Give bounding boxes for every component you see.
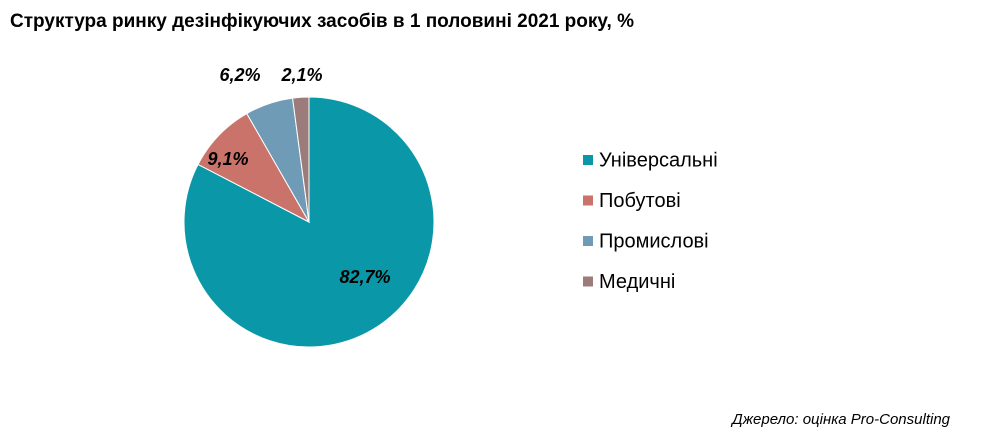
- legend-swatch: [583, 195, 593, 206]
- legend-label: Універсальні: [599, 149, 718, 171]
- legend-label: Побутові: [599, 190, 681, 212]
- data-label: 82,7%: [339, 267, 390, 287]
- legend-swatch: [583, 236, 593, 246]
- chart-title: Структура ринку дезінфікуючих засобів в …: [10, 11, 634, 32]
- legend-swatch: [583, 155, 593, 165]
- data-label: 6,2%: [219, 65, 260, 85]
- legend-label: Промислові: [599, 230, 709, 252]
- legend-label: Медичні: [599, 271, 675, 293]
- legend-swatch: [583, 276, 593, 287]
- pie-slice: [292, 96, 310, 223]
- source-note: Джерело: оцінка Pro-Consulting: [730, 411, 951, 428]
- data-label: 2,1%: [280, 65, 322, 85]
- data-label: 9,1%: [207, 149, 248, 169]
